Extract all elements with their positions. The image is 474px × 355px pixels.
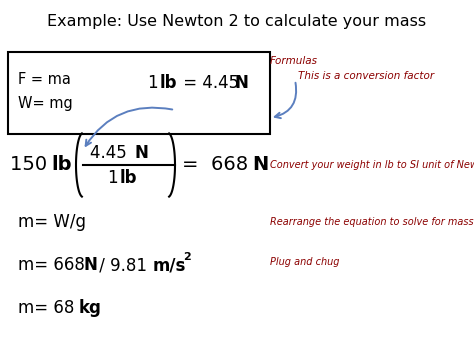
Text: m= 68: m= 68	[18, 299, 80, 317]
Text: Plug and chug: Plug and chug	[270, 257, 339, 267]
Text: W= mg: W= mg	[18, 96, 73, 111]
Text: 4.45: 4.45	[90, 144, 132, 162]
Text: m= 668: m= 668	[18, 256, 90, 274]
Text: 2: 2	[183, 252, 191, 262]
Text: N: N	[252, 155, 268, 175]
Text: lb: lb	[120, 169, 137, 187]
Text: N: N	[235, 74, 249, 92]
FancyBboxPatch shape	[8, 52, 270, 134]
Text: Rearrange the equation to solve for mass: Rearrange the equation to solve for mass	[270, 217, 474, 227]
Text: 1: 1	[108, 169, 124, 187]
Text: N: N	[135, 144, 149, 162]
Text: lb: lb	[160, 74, 177, 92]
Text: 1: 1	[148, 74, 164, 92]
Text: Formulas: Formulas	[270, 56, 318, 66]
Text: This is a conversion factor: This is a conversion factor	[298, 71, 434, 81]
Text: m= W/g: m= W/g	[18, 213, 86, 231]
Text: Example: Use Newton 2 to calculate your mass: Example: Use Newton 2 to calculate your …	[47, 14, 427, 29]
Text: 150: 150	[10, 155, 54, 175]
Text: lb: lb	[51, 155, 72, 175]
Text: F = ma: F = ma	[18, 72, 71, 87]
Text: kg: kg	[79, 299, 102, 317]
Text: / 9.81: / 9.81	[94, 256, 152, 274]
Text: = 4.45: = 4.45	[178, 74, 245, 92]
Text: Convert your weight in lb to SI unit of Newtons: Convert your weight in lb to SI unit of …	[270, 160, 474, 170]
Text: N: N	[84, 256, 98, 274]
Text: =  668: = 668	[182, 155, 255, 175]
Text: m/s: m/s	[153, 256, 186, 274]
